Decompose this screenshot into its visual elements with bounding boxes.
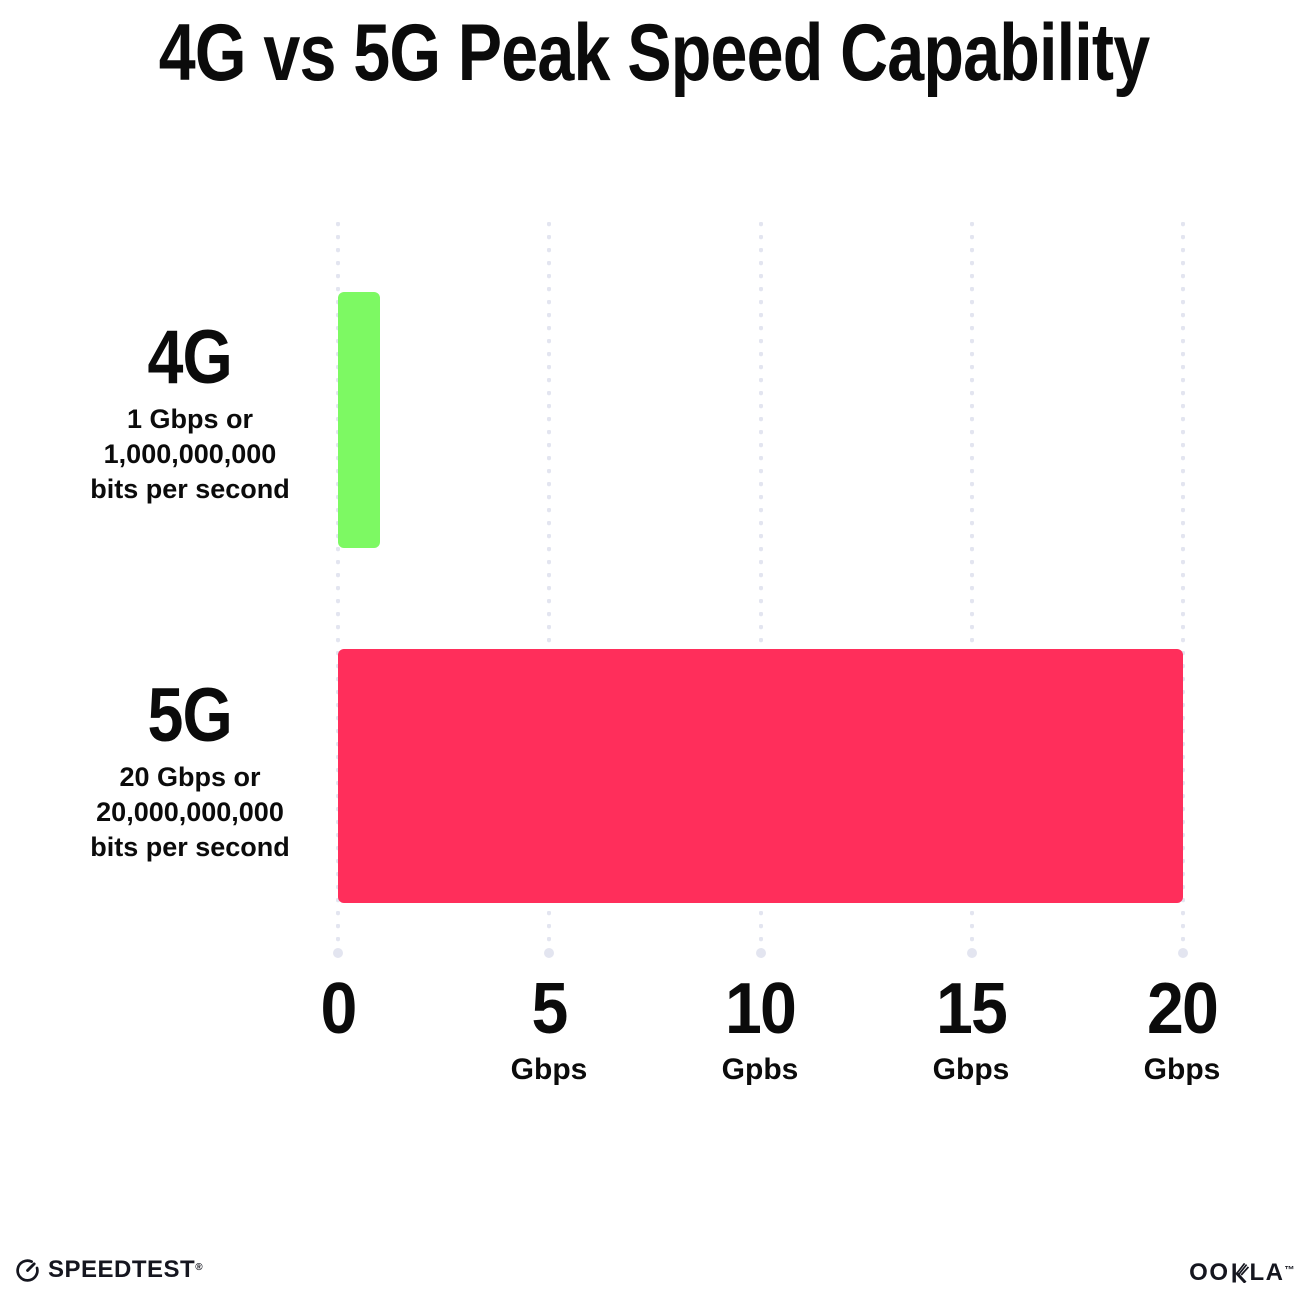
x-tick-0: 0: [218, 972, 458, 1054]
speedtest-logo: SPEEDTEST®: [14, 1256, 203, 1283]
ookla-wordmark-right: LA™: [1249, 1259, 1296, 1286]
ookla-logo: OO LA™: [1189, 1260, 1296, 1286]
x-tick-number: 5: [531, 969, 568, 1049]
gridline-20: [1178, 222, 1188, 958]
x-tick-unit: Gpbs: [721, 1053, 799, 1086]
sublabel-line: 20,000,000,000: [96, 797, 284, 827]
sublabel-line: bits per second: [90, 832, 290, 862]
speedometer-gauge-icon: [16, 1259, 39, 1282]
sublabel-line: 20 Gbps or: [119, 762, 261, 792]
category-name-5g: 5G: [147, 673, 233, 758]
sublabel-line: 1 Gbps or: [126, 404, 254, 434]
x-tick-10: 10 Gpbs: [640, 972, 880, 1086]
x-tick-20: 20 Gbps: [1062, 972, 1302, 1086]
registered-mark: ®: [195, 1261, 204, 1273]
x-tick-15: 15 Gbps: [851, 972, 1091, 1086]
x-tick-number: 20: [1146, 969, 1219, 1049]
category-label-5g: 5G 20 Gbps or 20,000,000,000 bits per se…: [50, 676, 330, 865]
gridline-15: [966, 222, 977, 958]
category-label-4g: 4G 1 Gbps or 1,000,000,000 bits per seco…: [50, 318, 330, 507]
x-tick-number: 10: [724, 969, 797, 1049]
x-tick-5: 5 Gbps: [429, 972, 669, 1086]
category-name-4g: 4G: [147, 315, 233, 400]
x-tick-unit: Gbps: [932, 1053, 1010, 1086]
plot-area: [333, 222, 1188, 958]
gridline-0: [333, 222, 343, 958]
x-tick-number: 15: [935, 969, 1008, 1049]
trademark-mark: ™: [1284, 1265, 1296, 1276]
title-wrap: 4G vs 5G Peak Speed Capability: [0, 10, 1308, 96]
x-tick-number: 0: [320, 969, 357, 1049]
gridline-10: [755, 222, 766, 958]
chart-title: 4G vs 5G Peak Speed Capability: [158, 8, 1150, 98]
x-tick-unit: Gbps: [1143, 1053, 1221, 1086]
bar-5g: [338, 649, 1183, 903]
x-tick-unit: Gbps: [510, 1053, 588, 1086]
sublabel-line: bits per second: [90, 474, 290, 504]
sublabel-line: 1,000,000,000: [103, 439, 277, 469]
ookla-stylized-k-icon: [1232, 1263, 1249, 1283]
ookla-wordmark-left: OO: [1189, 1259, 1230, 1286]
gridline-5: [544, 222, 555, 958]
category-sublabel-4g: 1 Gbps or 1,000,000,000 bits per second: [50, 402, 330, 507]
category-sublabel-5g: 20 Gbps or 20,000,000,000 bits per secon…: [50, 760, 330, 865]
speedtest-wordmark: SPEEDTEST®: [48, 1255, 204, 1283]
bar-4g: [338, 292, 381, 548]
